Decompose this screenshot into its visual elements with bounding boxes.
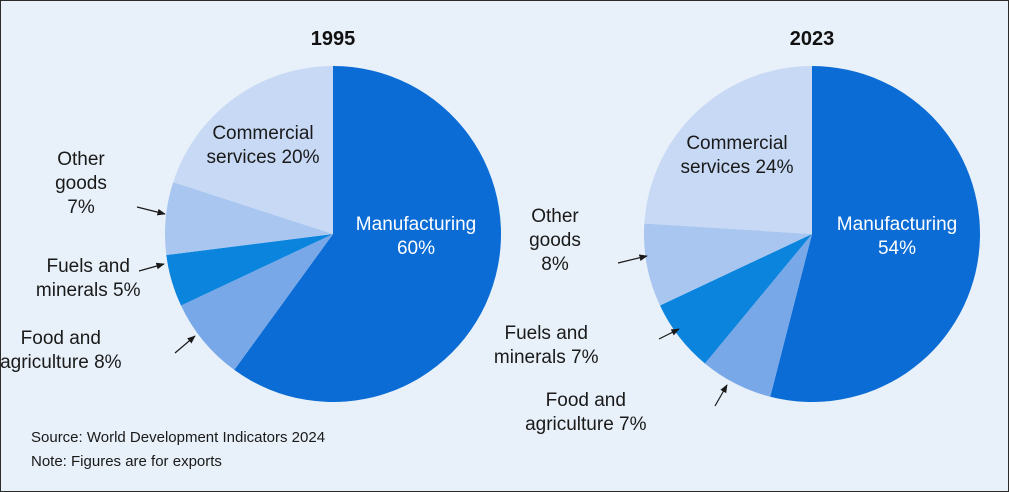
slice-commercial-services-1995	[173, 66, 333, 234]
pie-title-2023: 2023	[790, 28, 835, 50]
arrow-food-and-agriculture-1995	[174, 335, 196, 354]
slice-other-goods-2023	[643, 223, 812, 306]
slice-fuels-and-minerals-2023	[659, 234, 812, 364]
slice-manufacturing-1995	[234, 66, 502, 402]
slice-label-commercial-services-2023: Commercial services 24%	[681, 133, 794, 178]
slice-label-other-goods-2023: Other goods 8%	[529, 206, 581, 275]
slice-food-and-agriculture-2023	[704, 234, 812, 397]
slice-fuels-and-minerals-1995	[166, 234, 333, 306]
arrow-food-and-agriculture-2023	[714, 384, 728, 407]
pie-title-1995: 1995	[311, 28, 356, 50]
arrow-fuels-and-minerals-1995	[138, 262, 165, 272]
slice-label-manufacturing-2023: Manufacturing 54%	[837, 214, 957, 259]
arrow-other-goods-2023	[617, 254, 648, 264]
slice-label-commercial-services-1995: Commercial services 20%	[207, 123, 320, 168]
slice-label-food-and-agriculture-1995: Food and agriculture 8%	[1, 328, 122, 373]
arrow-other-goods-1995	[136, 206, 166, 216]
slice-label-fuels-and-minerals-2023: Fuels and minerals 7%	[494, 323, 599, 368]
slice-label-food-and-agriculture-2023: Food and agriculture 7%	[525, 390, 647, 435]
slice-food-and-agriculture-1995	[180, 234, 333, 370]
source-note: Source: World Development Indicators 202…	[31, 429, 326, 446]
slice-manufacturing-2023	[770, 66, 981, 402]
slice-label-manufacturing-1995: Manufacturing 60%	[356, 214, 476, 259]
slice-commercial-services-2023	[644, 66, 812, 234]
slice-label-fuels-and-minerals-1995: Fuels and minerals 5%	[36, 256, 141, 301]
arrow-fuels-and-minerals-2023	[658, 328, 680, 340]
exports-note: Note: Figures are for exports	[31, 453, 222, 470]
slice-label-other-goods-1995: Other goods 7%	[55, 149, 107, 218]
slice-other-goods-1995	[164, 182, 333, 256]
